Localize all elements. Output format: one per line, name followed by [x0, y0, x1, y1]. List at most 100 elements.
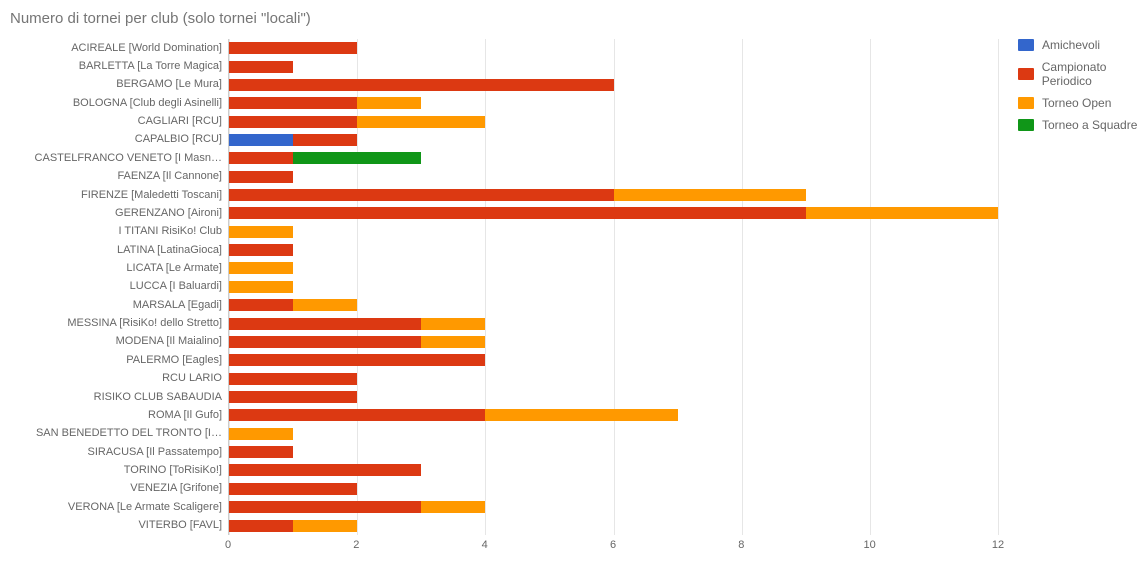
bar-segment [357, 116, 485, 128]
bar-segment [229, 134, 293, 146]
bar-row [229, 446, 998, 458]
bar-row [229, 299, 998, 311]
bar-segment [229, 226, 293, 238]
x-axis-tick: 10 [864, 539, 876, 551]
y-axis-label: BARLETTA [La Torre Magica] [10, 61, 222, 72]
bar-row [229, 501, 998, 513]
bar-row [229, 134, 998, 146]
chart-container: Numero di tornei per club (solo tornei "… [10, 10, 1148, 555]
y-axis-label: CAPALBIO [RCU] [10, 134, 222, 145]
bar-segment [229, 244, 293, 256]
x-axis-tick: 12 [992, 539, 1004, 551]
bar-segment [229, 354, 485, 366]
bar-segment [229, 152, 293, 164]
x-axis-tick: 6 [610, 539, 616, 551]
y-axis-labels: ACIREALE [World Domination] BARLETTA [La … [10, 39, 228, 535]
x-axis-tick: 8 [738, 539, 744, 551]
y-axis-label: MARSALA [Egadi] [10, 300, 222, 311]
bar-row [229, 483, 998, 495]
legend-swatch [1018, 97, 1034, 109]
bar-row [229, 207, 998, 219]
bar-segment [229, 391, 357, 403]
y-axis-label: CAGLIARI [RCU] [10, 116, 222, 127]
legend-item: Amichevoli [1018, 38, 1148, 52]
bar-row [229, 244, 998, 256]
bar-segment [421, 336, 485, 348]
bar-segment [229, 299, 293, 311]
bar-segment [293, 134, 357, 146]
bar-segment [229, 409, 485, 421]
y-axis-label: GERENZANO [Aironi] [10, 208, 222, 219]
y-axis-label: SAN BENEDETTO DEL TRONTO [I… [10, 428, 222, 439]
bar-segment [806, 207, 998, 219]
bar-segment [357, 97, 421, 109]
bar-row [229, 318, 998, 330]
legend-item: Torneo Open [1018, 96, 1148, 110]
bar-row [229, 354, 998, 366]
y-axis-label: CASTELFRANCO VENETO [I Masn… [10, 153, 222, 164]
legend-swatch [1018, 39, 1034, 51]
bar-segment [229, 318, 421, 330]
bar-row [229, 281, 998, 293]
bar-segment [293, 299, 357, 311]
y-axis-label: PALERMO [Eagles] [10, 355, 222, 366]
y-axis-label: VENEZIA [Grifone] [10, 483, 222, 494]
y-axis-label: SIRACUSA [Il Passatempo] [10, 447, 222, 458]
y-axis-label: BERGAMO [Le Mura] [10, 79, 222, 90]
legend-item: Torneo a Squadre [1018, 118, 1148, 132]
bar-segment [229, 520, 293, 532]
y-axis-label: ACIREALE [World Domination] [10, 43, 222, 54]
bar-row [229, 520, 998, 532]
y-axis-label: LICATA [Le Armate] [10, 263, 222, 274]
bar-row [229, 152, 998, 164]
y-axis-label: VITERBO [FAVL] [10, 520, 222, 531]
bar-segment [229, 61, 293, 73]
legend-label: Torneo Open [1042, 96, 1111, 110]
x-axis: 024681012 [228, 539, 998, 555]
bar-segment [229, 97, 357, 109]
x-axis-tick: 2 [353, 539, 359, 551]
bar-segment [229, 428, 293, 440]
y-axis-label: RISIKO CLUB SABAUDIA [10, 392, 222, 403]
x-axis-tick: 4 [482, 539, 488, 551]
bar-segment [229, 464, 421, 476]
chart-body: ACIREALE [World Domination] BARLETTA [La … [10, 39, 998, 535]
bar-segment [293, 152, 421, 164]
bar-row [229, 97, 998, 109]
bar-segment [229, 373, 357, 385]
bar-row [229, 116, 998, 128]
bar-segment [229, 501, 421, 513]
bar-segment [614, 189, 806, 201]
bar-row [229, 373, 998, 385]
bar-segment [229, 189, 614, 201]
y-axis-label: RCU LARIO [10, 373, 222, 384]
bar-row [229, 464, 998, 476]
legend: Amichevoli Campionato Periodico Torneo Ope… [998, 10, 1148, 555]
bar-row [229, 391, 998, 403]
y-axis-label: MODENA [Il Maialino] [10, 336, 222, 347]
bar-segment [229, 483, 357, 495]
bar-segment [229, 171, 293, 183]
bar-segment [229, 79, 614, 91]
bar-segment [229, 207, 806, 219]
bar-row [229, 428, 998, 440]
bars-area [229, 39, 998, 535]
bar-row [229, 409, 998, 421]
bar-segment [229, 281, 293, 293]
bar-row [229, 42, 998, 54]
chart-title: Numero di tornei per club (solo tornei "… [10, 10, 998, 27]
plot-area [228, 39, 998, 535]
legend-label: Amichevoli [1042, 38, 1100, 52]
bar-segment [421, 318, 485, 330]
bar-row [229, 79, 998, 91]
bar-segment [229, 42, 357, 54]
bar-row [229, 262, 998, 274]
chart-main: Numero di tornei per club (solo tornei "… [10, 10, 998, 555]
y-axis-label: BOLOGNA [Club degli Asinelli] [10, 98, 222, 109]
y-axis-label: ROMA [Il Gufo] [10, 410, 222, 421]
bar-segment [485, 409, 677, 421]
bar-segment [293, 520, 357, 532]
bar-segment [229, 446, 293, 458]
bar-segment [229, 336, 421, 348]
legend-label: Campionato Periodico [1042, 60, 1148, 88]
